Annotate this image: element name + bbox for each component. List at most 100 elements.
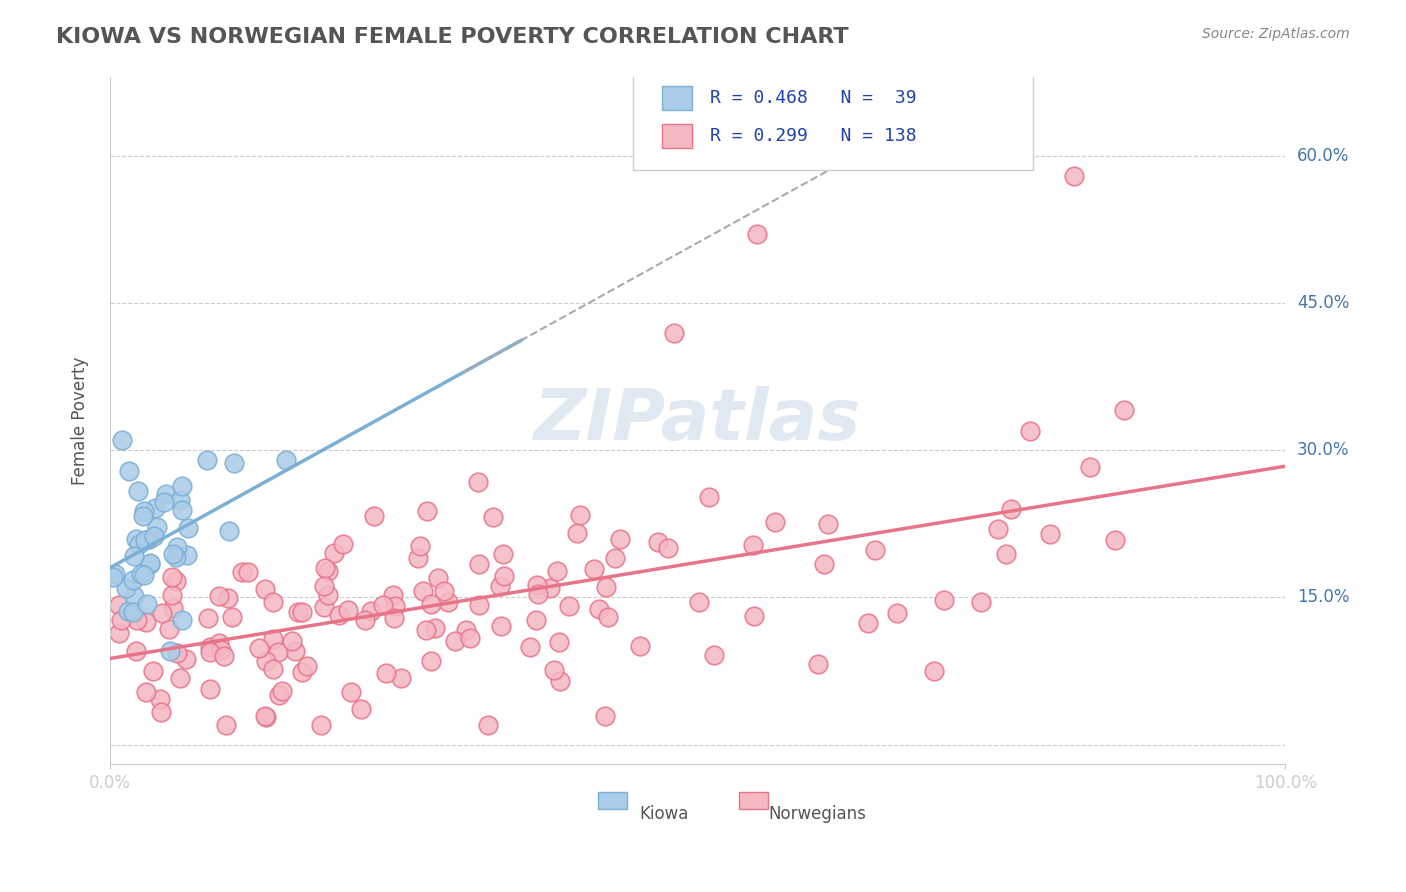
Point bbox=[375, 666, 398, 681]
Point bbox=[323, 546, 346, 560]
Point bbox=[595, 580, 617, 594]
Point bbox=[437, 594, 460, 608]
Point bbox=[111, 434, 134, 448]
Point bbox=[224, 456, 246, 470]
Point bbox=[267, 645, 290, 659]
Point bbox=[527, 587, 550, 601]
Point bbox=[135, 685, 157, 699]
Point bbox=[454, 623, 477, 637]
Point bbox=[104, 567, 127, 582]
Point bbox=[212, 648, 235, 663]
Point bbox=[262, 632, 284, 647]
Point bbox=[165, 574, 187, 588]
Point bbox=[269, 688, 291, 702]
Point bbox=[122, 605, 145, 619]
Point bbox=[291, 605, 314, 619]
Point bbox=[218, 524, 240, 538]
Point bbox=[262, 595, 284, 609]
Text: 45.0%: 45.0% bbox=[1298, 294, 1350, 312]
Point bbox=[603, 551, 626, 566]
Point bbox=[128, 536, 150, 550]
Point bbox=[492, 569, 515, 583]
Point bbox=[122, 589, 145, 603]
Point bbox=[198, 640, 221, 654]
Point bbox=[995, 547, 1018, 561]
Point bbox=[419, 653, 441, 667]
Point bbox=[807, 657, 830, 671]
Point bbox=[231, 565, 253, 579]
Point bbox=[254, 654, 277, 668]
Point bbox=[332, 537, 354, 551]
Point bbox=[987, 523, 1010, 537]
Point bbox=[143, 501, 166, 516]
Point bbox=[382, 588, 405, 602]
Point bbox=[583, 562, 606, 576]
Point bbox=[165, 549, 187, 564]
Point bbox=[482, 509, 505, 524]
Point bbox=[524, 613, 547, 627]
Point bbox=[132, 508, 155, 523]
Point bbox=[558, 599, 581, 614]
Point bbox=[425, 620, 447, 634]
Point bbox=[742, 538, 765, 552]
Point bbox=[569, 508, 592, 522]
Point bbox=[254, 709, 277, 723]
Point bbox=[745, 227, 768, 242]
Point bbox=[122, 549, 145, 563]
Point bbox=[169, 493, 191, 508]
Point bbox=[664, 326, 686, 340]
Point bbox=[468, 598, 491, 612]
FancyBboxPatch shape bbox=[662, 124, 692, 148]
Point bbox=[354, 613, 377, 627]
Point bbox=[697, 491, 720, 505]
Point bbox=[160, 588, 183, 602]
FancyBboxPatch shape bbox=[740, 792, 768, 809]
Point bbox=[117, 604, 139, 618]
Point bbox=[548, 635, 571, 649]
Point bbox=[262, 662, 284, 676]
Point bbox=[135, 597, 157, 611]
Point bbox=[309, 718, 332, 732]
Point bbox=[200, 645, 222, 659]
Point bbox=[197, 611, 219, 625]
Point bbox=[110, 613, 132, 627]
Text: KIOWA VS NORWEGIAN FEMALE POVERTY CORRELATION CHART: KIOWA VS NORWEGIAN FEMALE POVERTY CORREL… bbox=[56, 27, 849, 46]
Text: R = 0.468   N =  39: R = 0.468 N = 39 bbox=[710, 88, 917, 107]
Point bbox=[254, 708, 277, 723]
Point bbox=[149, 692, 172, 706]
Point bbox=[166, 540, 188, 554]
Point bbox=[863, 542, 886, 557]
Point bbox=[124, 643, 146, 657]
Point bbox=[688, 595, 710, 609]
Point bbox=[1104, 533, 1126, 547]
Point bbox=[208, 636, 231, 650]
Point bbox=[166, 646, 188, 660]
Point bbox=[408, 550, 430, 565]
Point bbox=[142, 664, 165, 678]
Point bbox=[409, 539, 432, 553]
Point bbox=[596, 610, 619, 624]
Point bbox=[169, 672, 191, 686]
Point bbox=[630, 639, 652, 653]
Text: Norwegians: Norwegians bbox=[768, 805, 866, 823]
Point bbox=[139, 557, 162, 571]
Point bbox=[198, 681, 221, 696]
Point bbox=[924, 664, 946, 678]
Point bbox=[373, 599, 395, 613]
Point bbox=[125, 532, 148, 546]
Point bbox=[467, 475, 489, 490]
Point bbox=[297, 659, 319, 673]
Point bbox=[134, 567, 156, 582]
Point bbox=[415, 504, 437, 518]
Point bbox=[519, 640, 541, 654]
Y-axis label: Female Poverty: Female Poverty bbox=[72, 357, 89, 485]
Point bbox=[176, 548, 198, 562]
Point bbox=[492, 548, 515, 562]
Point bbox=[129, 567, 152, 582]
Point bbox=[108, 626, 131, 640]
Point bbox=[1063, 169, 1085, 183]
Point bbox=[340, 685, 363, 699]
Point bbox=[125, 613, 148, 627]
Point bbox=[350, 702, 373, 716]
Point bbox=[162, 547, 184, 561]
